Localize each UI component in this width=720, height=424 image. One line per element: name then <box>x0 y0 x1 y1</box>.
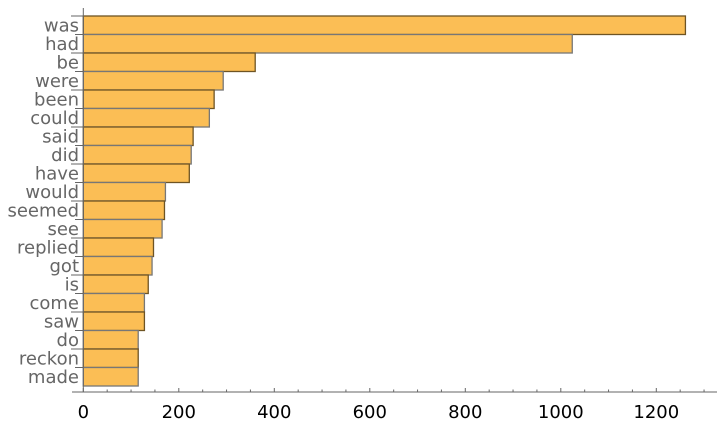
category-label: reckon <box>19 348 79 369</box>
bar-were <box>82 70 224 91</box>
category-labels: washadbewerebeencouldsaiddidhavewouldsee… <box>7 15 84 388</box>
category-label: were <box>35 71 79 92</box>
category-label: is <box>65 274 79 295</box>
category-label: replied <box>17 237 79 258</box>
bar-reckon <box>82 348 139 369</box>
x-tick-label: 1000 <box>538 402 584 423</box>
category-label: would <box>25 182 79 203</box>
category-label: said <box>42 126 79 147</box>
bar-would <box>82 181 167 202</box>
bar-could <box>82 107 211 128</box>
x-tick-label: 800 <box>448 402 482 423</box>
category-label: do <box>57 330 79 351</box>
bars <box>82 15 687 387</box>
bar-been <box>82 89 215 110</box>
bar-come <box>82 292 146 313</box>
bar-is <box>82 274 149 295</box>
bar-have <box>82 163 190 184</box>
x-tick-label: 0 <box>78 402 89 423</box>
category-label: could <box>30 108 79 129</box>
bar-do <box>82 329 139 350</box>
bar-saw <box>82 311 146 332</box>
category-label: did <box>51 145 79 166</box>
x-tick-label: 200 <box>162 402 196 423</box>
category-label: had <box>45 34 79 55</box>
bar-seemed <box>82 200 166 221</box>
bar-had <box>82 33 573 54</box>
category-label: see <box>47 219 79 240</box>
category-label: come <box>29 293 79 314</box>
category-label: made <box>28 367 79 388</box>
x-tick-label: 400 <box>257 402 291 423</box>
category-label: seemed <box>7 200 79 221</box>
category-label: saw <box>44 311 79 332</box>
bar-made <box>82 366 139 387</box>
bar-be <box>82 52 256 73</box>
category-label: was <box>44 15 79 36</box>
bar-did <box>82 144 192 165</box>
bar-got <box>82 255 153 276</box>
x-tick-label: 600 <box>353 402 387 423</box>
category-label: been <box>34 89 79 110</box>
bar-replied <box>82 237 155 258</box>
category-label: be <box>57 52 80 73</box>
x-tick-label: 1200 <box>633 402 679 423</box>
bar-was <box>82 15 687 36</box>
bar-see <box>82 218 163 239</box>
bar-said <box>82 126 194 147</box>
category-label: have <box>35 163 79 184</box>
category-label: got <box>50 256 80 277</box>
x-axis: 0 200 400 600 800 1000 1200 <box>72 388 717 423</box>
